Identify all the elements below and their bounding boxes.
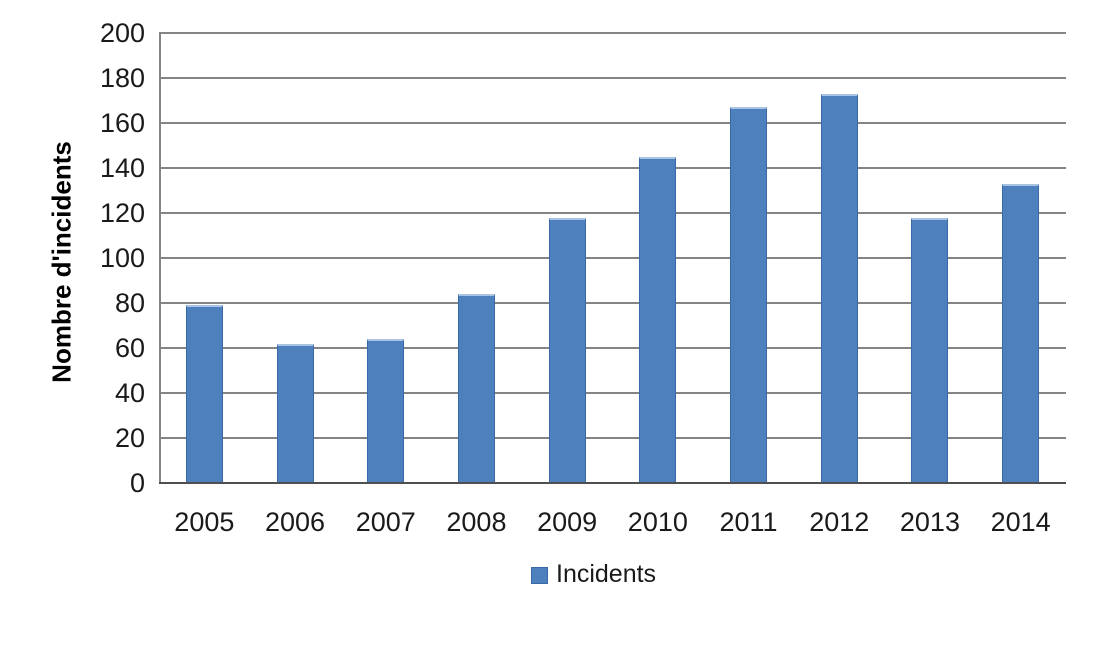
gridline-100 [159,257,1066,259]
y-tick-label-40: 40 [114,378,145,408]
x-tick-label-2010: 2010 [627,507,688,537]
bar-2008 [457,294,495,483]
bar-2006 [276,343,314,483]
y-tick-label-100: 100 [99,243,145,273]
y-tick-label-0: 0 [129,468,145,498]
legend: Incidents [531,560,656,589]
x-tick-label-2011: 2011 [719,507,778,537]
gridline-180 [159,77,1066,79]
gridline-60 [159,347,1066,349]
legend-swatch-incidents-icon [531,567,548,584]
gridline-140 [159,167,1066,169]
x-tick-label-2006: 2006 [264,507,326,537]
gridline-160 [159,122,1066,124]
x-tick-label-2012: 2012 [809,507,870,537]
bar-2007 [367,339,405,483]
y-tick-label-140: 140 [99,153,145,183]
bar-2011 [730,107,768,483]
bar-2005 [185,305,223,483]
y-tick-label-80: 80 [114,288,145,318]
x-tick-label-2005: 2005 [174,507,235,537]
y-tick-label-160: 160 [99,108,145,138]
bar-2012 [820,93,858,483]
bar-2014 [1002,183,1040,483]
bar-2013 [911,217,949,483]
x-tick-label-2009: 2009 [537,507,598,537]
x-tick-label-2008: 2008 [446,507,507,537]
bar-2009 [548,217,586,483]
x-tick-label-2007: 2007 [355,507,416,537]
plot-area [159,32,1066,484]
x-tick-label-2013: 2013 [899,507,960,537]
y-tick-label-60: 60 [114,333,145,363]
gridline-40 [159,392,1066,394]
x-tick-label-2014: 2014 [990,507,1051,537]
x-axis-line [159,482,1066,484]
gridline-200 [159,32,1066,34]
y-tick-label-20: 20 [114,423,145,453]
gridline-80 [159,302,1066,304]
gridline-120 [159,212,1066,214]
y-tick-label-200: 200 [99,18,145,48]
y-tick-label-120: 120 [99,198,145,228]
legend-label-incidents: Incidents [556,560,657,588]
gridline-20 [159,437,1066,439]
bar-2010 [639,156,677,483]
y-tick-label-180: 180 [99,63,145,93]
